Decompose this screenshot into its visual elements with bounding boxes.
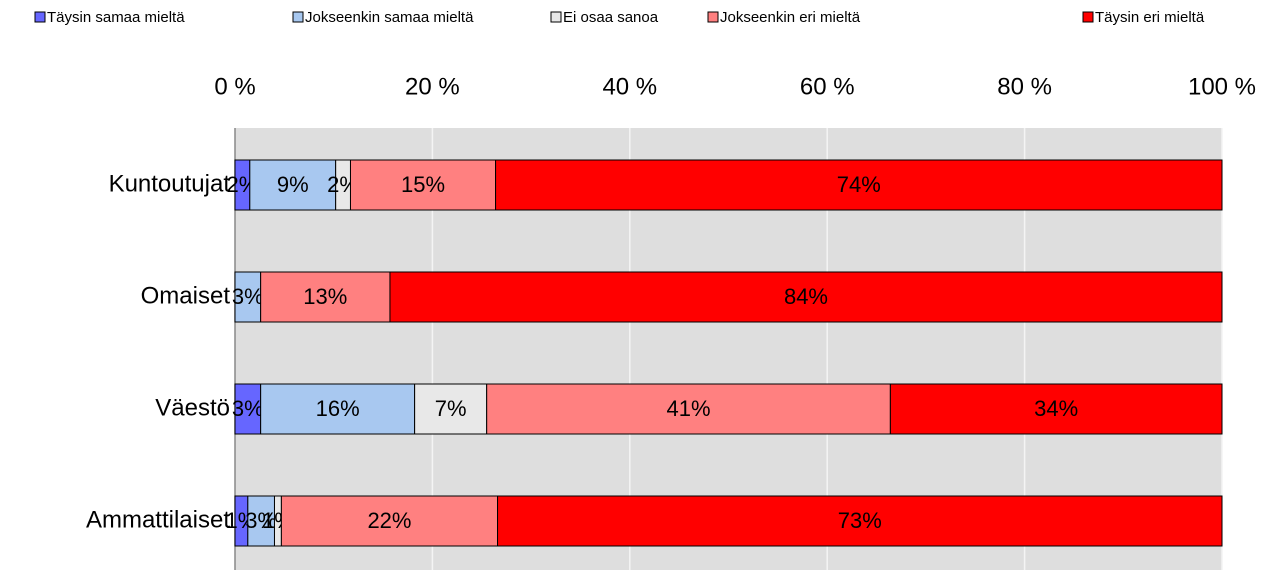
legend-label: Täysin eri mieltä xyxy=(1095,9,1205,26)
bar-segment xyxy=(497,495,1223,547)
bar-segment xyxy=(486,383,891,435)
legend-swatch xyxy=(1082,11,1094,23)
legend-label: Jokseenkin samaa mieltä xyxy=(305,9,474,26)
data-label: 15% xyxy=(401,172,445,197)
legend-swatch xyxy=(707,11,719,23)
bar-segment xyxy=(247,495,275,547)
data-label: 9% xyxy=(277,172,309,197)
category-label: Kuntoutujat xyxy=(109,170,231,197)
bar-segment xyxy=(249,159,337,211)
data-label: 73% xyxy=(838,508,882,533)
x-tick-label: 60 % xyxy=(800,73,855,100)
data-label: 84% xyxy=(784,284,828,309)
x-tick-label: 100 % xyxy=(1188,73,1256,100)
x-tick-label: 40 % xyxy=(602,73,657,100)
legend-swatch xyxy=(550,11,562,23)
data-label: 3% xyxy=(245,508,277,533)
bar-segment xyxy=(260,383,416,435)
data-label: 74% xyxy=(837,172,881,197)
data-label: 22% xyxy=(367,508,411,533)
bar-segment xyxy=(414,383,488,435)
category-label: Ammattilaiset xyxy=(86,506,230,533)
x-tick-label: 80 % xyxy=(997,73,1052,100)
data-label: 16% xyxy=(316,396,360,421)
data-label: 13% xyxy=(303,284,347,309)
legend-label: Täysin samaa mieltä xyxy=(47,9,185,26)
legend-swatch xyxy=(292,11,304,23)
legend-swatch xyxy=(34,11,46,23)
bar-segment xyxy=(495,159,1223,211)
bar-segment xyxy=(889,383,1223,435)
category-label: Väestö xyxy=(155,394,230,421)
x-tick-label: 20 % xyxy=(405,73,460,100)
data-label: 3% xyxy=(232,284,264,309)
legend-label: Ei osaa sanoa xyxy=(563,9,659,26)
legend-label: Jokseenkin eri mieltä xyxy=(720,9,861,26)
category-label: Omaiset xyxy=(141,282,231,309)
bar-segment xyxy=(280,495,499,547)
data-label: 7% xyxy=(435,396,467,421)
data-label: 34% xyxy=(1034,396,1078,421)
bar-segment xyxy=(234,271,262,323)
bar-segment xyxy=(389,271,1223,323)
data-label: 3% xyxy=(232,396,264,421)
bar-segment xyxy=(260,271,391,323)
x-tick-label: 0 % xyxy=(214,73,255,100)
data-label: 41% xyxy=(667,396,711,421)
